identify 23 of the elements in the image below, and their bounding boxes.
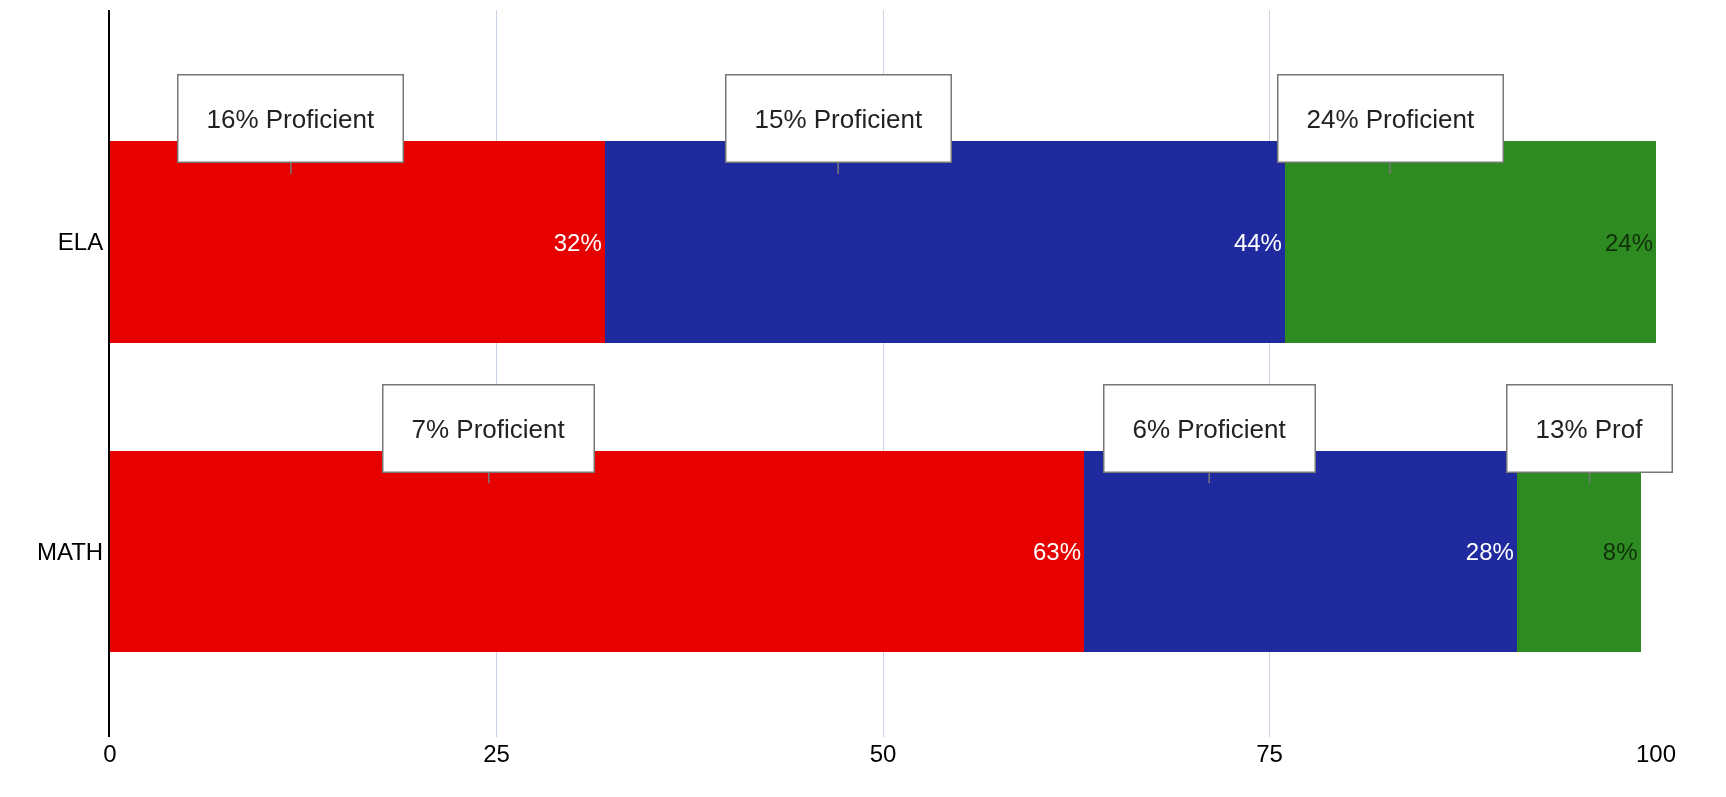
data-label: 32% xyxy=(553,228,602,256)
data-label: 8% xyxy=(1602,537,1638,565)
x-tick-label: 75 xyxy=(1256,740,1283,767)
y-tick-label: ELA xyxy=(57,228,104,256)
x-tick-label: 25 xyxy=(483,740,510,767)
bar xyxy=(110,141,605,343)
x-tick-label: 0 xyxy=(103,740,117,767)
data-label: 44% xyxy=(1233,228,1282,256)
bar xyxy=(604,141,1285,343)
data-label: 63% xyxy=(1032,537,1081,565)
y-tick-label: MATH xyxy=(36,537,104,565)
data-label: 28% xyxy=(1465,537,1514,565)
annotation: 24% Proficient xyxy=(1306,103,1475,134)
annotation: 6% Proficient xyxy=(1132,413,1287,444)
annotation: 7% Proficient xyxy=(411,413,566,444)
x-tick-label: 100 xyxy=(1635,740,1677,767)
annotation: 13% Prof xyxy=(1535,413,1644,444)
annotation: 15% Proficient xyxy=(754,103,923,134)
bar xyxy=(1083,450,1517,652)
x-tick-label: 50 xyxy=(869,740,897,767)
bar xyxy=(110,450,1084,652)
annotation: 16% Proficient xyxy=(206,103,375,134)
data-label: 24% xyxy=(1604,228,1653,256)
